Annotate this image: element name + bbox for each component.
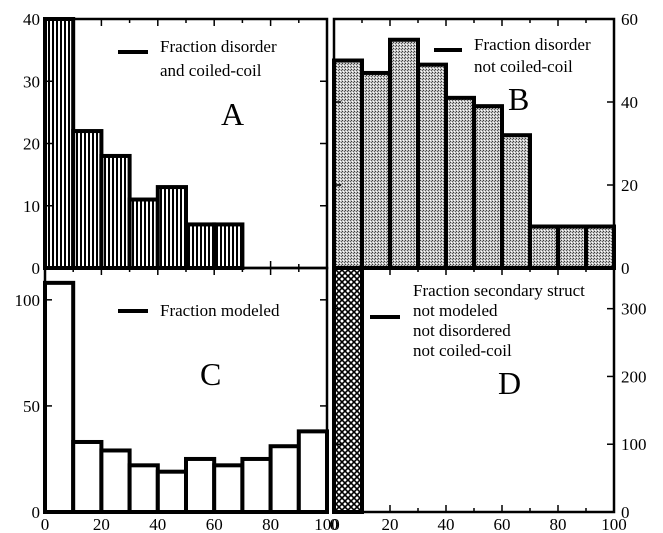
- legend-label: Fraction disorder: [474, 35, 591, 54]
- y-tick-label: 10: [23, 197, 40, 216]
- x-tick-label: 80: [550, 515, 567, 533]
- bar: [212, 463, 245, 515]
- bar: [43, 280, 76, 514]
- panel-b: 0 20 40 60 B Fraction disorder not coiled-coil: [332, 10, 638, 278]
- bar: [71, 129, 104, 270]
- y-tick-label: 30: [23, 72, 40, 91]
- legend-label: Fraction disorder: [160, 37, 277, 56]
- legend: Fraction disorder not coiled-coil: [434, 35, 591, 76]
- legend-label: not modeled: [413, 301, 498, 320]
- y-tick-label: 20: [23, 135, 40, 154]
- bar: [212, 222, 245, 271]
- bar: [127, 197, 160, 270]
- y-tick-label: 0: [621, 503, 630, 522]
- y-tick-label: 50: [23, 397, 40, 416]
- bar: [127, 463, 160, 515]
- x-tick-label: 40: [438, 515, 455, 533]
- y-tick-label: 100: [621, 435, 647, 454]
- x-tick-label: 100: [601, 515, 627, 533]
- y-tick-label: 0: [621, 259, 630, 278]
- bar: [155, 469, 189, 514]
- bar: [332, 58, 364, 270]
- legend-label: not coiled-coil: [474, 57, 573, 76]
- x-tick-label: 0: [41, 515, 50, 533]
- bar: [155, 185, 189, 270]
- bar: [99, 153, 132, 270]
- bar: [268, 444, 301, 514]
- legend-label: not coiled-coil: [413, 341, 512, 360]
- x-tick-label: 100: [314, 515, 340, 533]
- bar: [584, 224, 616, 270]
- y-tick-label: 60: [621, 10, 638, 29]
- bar: [332, 266, 364, 514]
- bar: [240, 456, 273, 514]
- panel-letter: B: [508, 81, 529, 117]
- panel-letter: C: [200, 356, 221, 392]
- y-tick-label: 300: [621, 300, 647, 319]
- legend-label: Fraction secondary struct: [413, 281, 585, 300]
- bar: [99, 448, 132, 515]
- bar: [184, 222, 217, 271]
- panel-letter: D: [498, 365, 521, 401]
- bar: [184, 456, 217, 514]
- x-tick-label: 0: [330, 515, 339, 533]
- legend-label: Fraction modeled: [160, 301, 280, 320]
- y-tick-label: 100: [15, 291, 41, 310]
- x-tick-label: 40: [149, 515, 166, 533]
- y-tick-label: 40: [23, 10, 40, 29]
- y-tick-label: 200: [621, 367, 647, 386]
- legend: Fraction modeled: [118, 301, 280, 320]
- legend: Fraction disorder and coiled-coil: [118, 37, 277, 80]
- bar: [500, 133, 532, 270]
- x-tick-label: 80: [262, 515, 279, 533]
- x-tick-label: 20: [93, 515, 110, 533]
- bar: [444, 95, 476, 270]
- x-tick-label: 20: [382, 515, 399, 533]
- y-tick-label: 0: [32, 259, 41, 278]
- legend-label: and coiled-coil: [160, 61, 262, 80]
- bar: [472, 104, 504, 271]
- y-tick-label: 0: [32, 503, 41, 522]
- x-tick-label: 60: [206, 515, 223, 533]
- bar: [388, 37, 420, 270]
- bar: [71, 439, 104, 514]
- bar: [528, 224, 560, 270]
- x-tick-label: 60: [494, 515, 511, 533]
- bar: [556, 224, 588, 270]
- y-tick-label: 20: [621, 176, 638, 195]
- legend-label: not disordered: [413, 321, 511, 340]
- y-tick-label: 40: [621, 93, 638, 112]
- panel-a: 0 10 20 30 40 A Fraction disorder and coiled-co…: [23, 10, 329, 278]
- bar: [416, 62, 448, 271]
- panel-letter: A: [221, 96, 244, 132]
- bar: [360, 70, 392, 270]
- bar: [296, 429, 329, 514]
